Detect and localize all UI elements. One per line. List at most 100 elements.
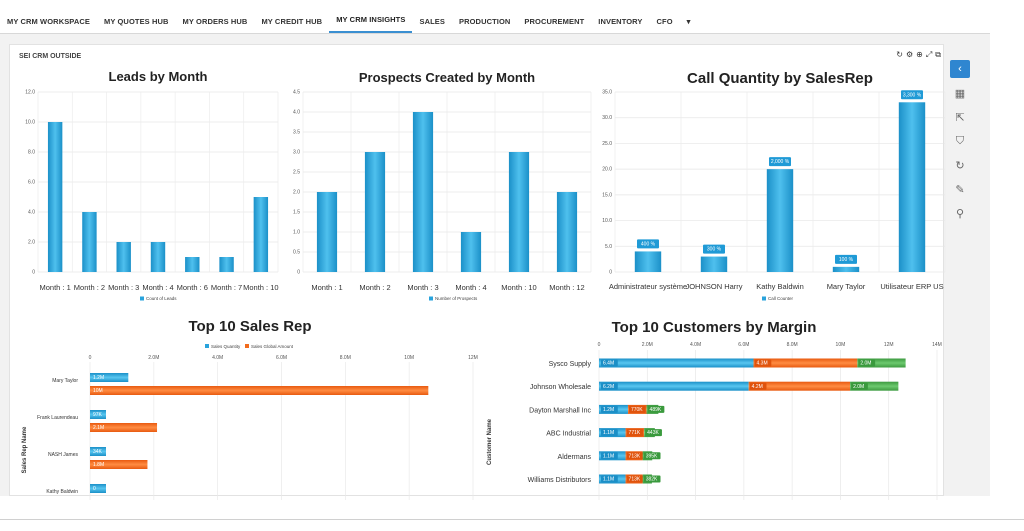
x-tick-label: Month : 3	[407, 283, 438, 292]
x-tick-label: Administrateur système	[609, 282, 687, 291]
bar-4	[898, 102, 926, 273]
data-label-box	[626, 429, 644, 437]
bar-4	[508, 152, 530, 272]
data-label: 100 %	[839, 257, 854, 263]
y-tick-label: 30.0	[602, 115, 612, 121]
y-tick-label: 10.0	[602, 218, 612, 224]
bar-green-1	[850, 381, 899, 391]
x-tick-label: 10M	[404, 355, 414, 361]
row-label: Mary Taylor	[52, 378, 78, 384]
x-tick-label: 0	[89, 355, 92, 361]
bar-0	[634, 251, 662, 272]
x-tick-label: JOHNSON Harry	[685, 282, 742, 291]
tab-1[interactable]: MY QUOTES HUB	[104, 17, 169, 26]
wrench-icon[interactable]: ⚲	[955, 207, 965, 220]
y-tick-label: 12.0	[25, 90, 35, 96]
x-tick-label: Month : 4	[142, 283, 173, 292]
legend-label: Number of Prospects	[435, 296, 478, 301]
x-tick-label: 12M	[884, 342, 894, 348]
tab-0[interactable]: MY CRM WORKSPACE	[7, 17, 90, 26]
tab-3[interactable]: MY CREDIT HUB	[261, 17, 323, 26]
bar-1	[364, 152, 386, 272]
bar-sales-amount-0	[90, 386, 429, 395]
legend-swatch	[205, 344, 209, 348]
data-label-box	[601, 405, 618, 413]
bar-3	[460, 232, 482, 272]
y-tick-label: 0	[32, 270, 35, 276]
filter-icon[interactable]: ⛉	[955, 134, 965, 147]
row-label: Dayton Marshall Inc	[529, 407, 591, 414]
legend-swatch	[429, 296, 433, 301]
row-label: ABC Industrial	[546, 431, 591, 438]
bar-2	[116, 242, 131, 272]
x-tick-label: 2.0M	[148, 355, 159, 361]
y-tick-label: 3.0	[293, 150, 300, 156]
y-tick-label: 35.0	[602, 90, 612, 96]
bar-3	[832, 266, 860, 272]
data-label: 713K	[629, 477, 641, 483]
data-label-box	[703, 244, 725, 254]
data-label: 3,300 %	[903, 92, 922, 98]
data-label-box	[601, 429, 618, 437]
grid-icon[interactable]: ▦	[954, 87, 966, 100]
refresh-icon[interactable]: ↻	[955, 159, 965, 172]
y-tick-label: 8.0	[28, 150, 35, 156]
y-tick-label: 2.0	[293, 190, 300, 196]
bar-blue-1	[599, 381, 749, 391]
data-label: 4.2M	[752, 384, 763, 390]
tab-9[interactable]: CFO	[656, 17, 673, 26]
tab-4[interactable]: MY CRM INSIGHTS	[329, 15, 413, 33]
row-label: Frank Laurendeau	[37, 415, 78, 421]
tab-6[interactable]: PRODUCTION	[459, 17, 511, 26]
y-tick-label: 20.0	[602, 167, 612, 173]
y-axis-title: Customer Name	[487, 418, 493, 465]
y-tick-label: 1.5	[293, 210, 300, 216]
x-tick-label: Month : 1	[40, 283, 71, 292]
chart-title: Leads by Month	[109, 69, 208, 84]
data-label: 713K	[629, 453, 641, 459]
tab-2[interactable]: MY ORDERS HUB	[182, 17, 248, 26]
y-tick-label: 0.5	[293, 250, 300, 256]
tab-7[interactable]: PROCUREMENT	[524, 17, 585, 26]
data-label: 1.1M	[603, 430, 614, 436]
y-tick-label: 5.0	[605, 244, 612, 250]
data-label-box	[769, 157, 791, 167]
bar-sales-quantity-2	[90, 447, 106, 456]
tab-10[interactable]: ▾	[686, 17, 691, 26]
zoom-icon[interactable]: ⊕	[916, 50, 923, 59]
bar-2	[412, 112, 434, 272]
workspace-tab-bar: MY CRM WORKSPACE MY QUOTES HUB MY ORDERS H…	[0, 12, 990, 34]
x-tick-label: Month : 3	[108, 283, 139, 292]
popout-icon[interactable]: ⧉	[935, 50, 941, 59]
edit-icon[interactable]: ✎	[955, 183, 965, 196]
data-label: 2.1M	[93, 425, 104, 431]
tab-5[interactable]: SALES	[419, 17, 445, 26]
settings-icon[interactable]: ⚙	[906, 50, 914, 59]
refresh-icon[interactable]: ↻	[896, 50, 903, 59]
data-label-box	[637, 239, 659, 249]
data-label-box	[645, 429, 662, 437]
x-tick-label: 12M	[468, 355, 478, 361]
y-tick-label: 25.0	[602, 141, 612, 147]
y-tick-label: 4.5	[293, 90, 300, 96]
bar-5	[219, 257, 234, 272]
bar-green-0	[857, 358, 906, 368]
export-icon[interactable]: ⇱	[955, 111, 965, 124]
x-tick-label: Month : 4	[455, 283, 486, 292]
bar-orange-1	[748, 381, 851, 391]
x-tick-label: 6.0M	[276, 355, 287, 361]
data-label: 1.2M	[93, 375, 104, 381]
legend-label: Sales Quantity	[211, 344, 241, 349]
data-label-box	[643, 452, 661, 460]
collapse-icon[interactable]: ‹	[950, 60, 970, 78]
data-label-box	[626, 452, 644, 460]
x-tick-label: 0	[598, 342, 601, 348]
row-label: Williams Distributors	[528, 477, 592, 484]
y-tick-label: 15.0	[602, 192, 612, 198]
tab-8[interactable]: INVENTORY	[598, 17, 643, 26]
legend-swatch	[762, 296, 766, 301]
y-tick-label: 4.0	[293, 110, 300, 116]
x-tick-label: 2.0M	[642, 342, 653, 348]
expand-icon[interactable]: ⤢	[925, 50, 933, 59]
